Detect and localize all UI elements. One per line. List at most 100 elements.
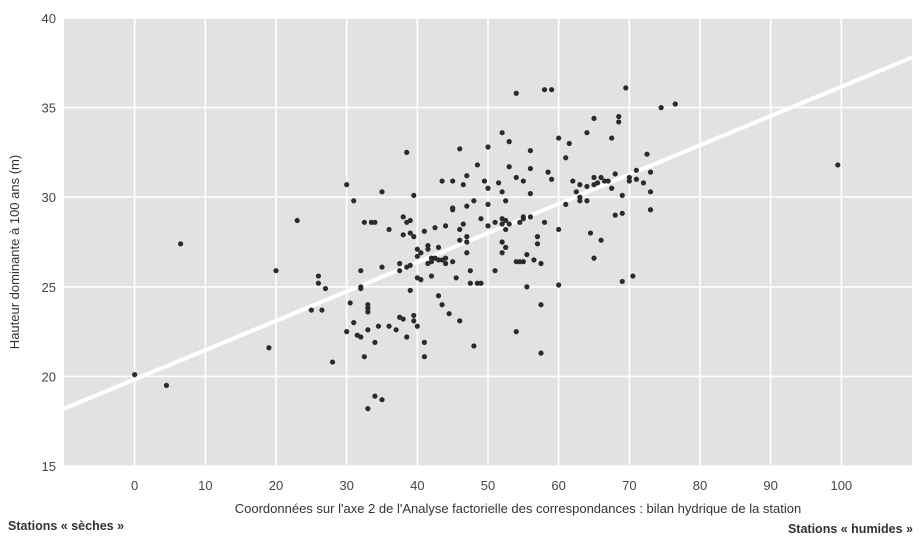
data-point	[421, 354, 427, 360]
x-tick-label: 80	[693, 478, 707, 493]
data-point	[506, 221, 512, 227]
data-point	[499, 239, 505, 245]
data-point	[315, 280, 321, 286]
data-point	[329, 359, 336, 365]
data-point	[570, 178, 576, 184]
y-tick-label: 25	[42, 280, 56, 295]
data-point	[584, 198, 590, 204]
data-point	[397, 268, 403, 274]
data-point	[556, 226, 562, 233]
data-point	[358, 268, 364, 274]
data-point	[623, 85, 629, 91]
data-point	[421, 339, 427, 345]
data-point	[584, 130, 590, 136]
x-tick-label: 60	[551, 478, 565, 493]
data-point	[467, 268, 473, 274]
data-point	[587, 230, 594, 236]
data-point	[414, 246, 420, 252]
data-point	[319, 307, 325, 313]
data-point	[520, 259, 526, 265]
data-point	[457, 226, 463, 233]
x-tick-label: 30	[339, 478, 353, 493]
data-point	[294, 217, 300, 224]
data-point	[400, 232, 406, 238]
data-point	[407, 287, 413, 293]
data-point	[563, 201, 569, 207]
data-point	[633, 167, 640, 173]
grid-lines	[64, 17, 912, 467]
data-point	[633, 176, 640, 182]
data-point	[577, 198, 583, 204]
data-point	[503, 198, 509, 204]
data-point	[609, 135, 615, 141]
data-point	[365, 309, 371, 315]
data-point	[619, 278, 625, 285]
data-point	[612, 171, 618, 177]
data-point	[499, 189, 505, 195]
data-point	[453, 275, 459, 281]
data-point	[435, 293, 442, 299]
data-point	[496, 180, 502, 186]
data-point	[520, 214, 526, 220]
data-point	[163, 382, 170, 388]
x-tick-label: 50	[481, 478, 495, 493]
data-point	[556, 135, 562, 141]
y-tick-label: 35	[42, 101, 56, 116]
data-point	[478, 216, 484, 222]
data-point	[315, 273, 321, 279]
data-point	[549, 176, 555, 182]
data-point	[545, 169, 551, 175]
data-point	[425, 246, 431, 252]
data-point	[640, 180, 647, 186]
data-point	[446, 311, 452, 317]
data-point	[467, 280, 473, 286]
data-point	[524, 251, 530, 258]
data-point	[407, 230, 413, 236]
data-point	[605, 178, 611, 184]
data-point	[566, 140, 572, 147]
data-point	[421, 228, 427, 234]
x-tick-label: 10	[198, 478, 212, 493]
data-point	[386, 226, 392, 233]
data-point	[351, 320, 357, 326]
data-point	[379, 397, 385, 403]
data-point	[365, 305, 371, 311]
data-point	[538, 350, 544, 356]
data-point	[647, 207, 654, 213]
data-point	[464, 173, 470, 179]
data-point	[527, 165, 534, 172]
data-point	[372, 393, 378, 399]
data-point	[428, 259, 435, 265]
data-point	[464, 234, 470, 240]
data-point	[534, 241, 541, 247]
data-point	[506, 139, 512, 145]
data-point	[573, 189, 579, 195]
data-point	[404, 149, 410, 155]
data-point	[485, 201, 491, 207]
data-point	[358, 334, 364, 340]
data-point	[464, 250, 470, 256]
data-point	[517, 219, 523, 225]
dry-stations-note: Stations « sèches »	[8, 519, 125, 533]
data-point	[358, 285, 364, 292]
data-point	[365, 302, 371, 308]
data-point	[435, 244, 442, 250]
data-point	[372, 219, 378, 225]
x-axis-label: Coordonnées sur l'axe 2 de l'Analyse fac…	[235, 501, 801, 516]
data-point	[344, 182, 350, 188]
x-tick-label: 100	[830, 478, 852, 493]
humid-stations-note: Stations « humides »	[787, 522, 913, 536]
x-tick-label: 0	[131, 478, 138, 493]
y-tick-label: 30	[42, 190, 56, 205]
data-point	[308, 307, 314, 313]
data-point	[513, 90, 519, 96]
data-points	[132, 85, 841, 412]
data-point	[379, 189, 385, 195]
data-point	[513, 329, 519, 335]
data-point	[499, 221, 505, 227]
x-tick-label: 90	[763, 478, 777, 493]
data-point	[563, 155, 569, 161]
data-point	[520, 178, 526, 184]
data-point	[407, 217, 413, 224]
data-point	[527, 148, 534, 154]
